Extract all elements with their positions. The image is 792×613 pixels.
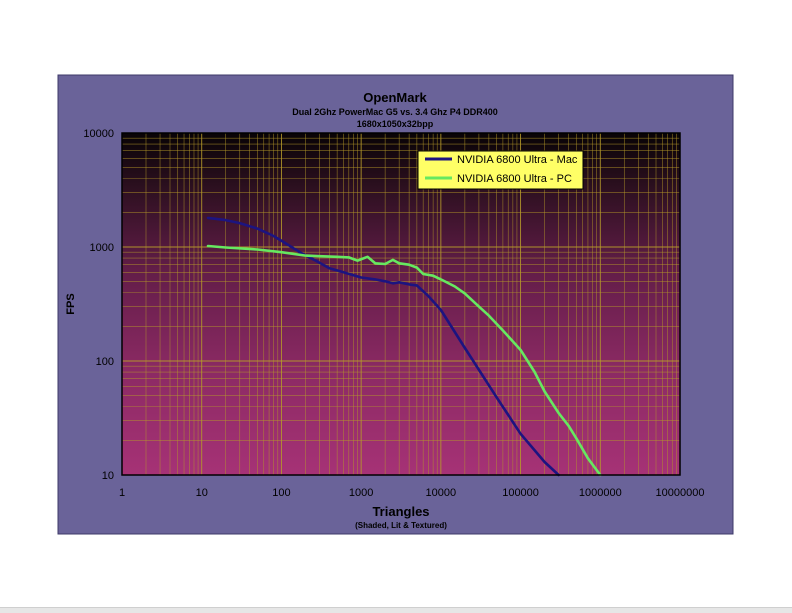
x-axis-ticks: 1 10 100 1000 10000 100000 1000000 10000000 bbox=[119, 487, 705, 499]
chart-title: OpenMark bbox=[363, 90, 427, 105]
x-tick-label: 1000000 bbox=[579, 487, 622, 499]
x-axis-sublabel: (Shaded, Lit & Textured) bbox=[355, 521, 447, 530]
series-line-mac bbox=[206, 216, 560, 477]
y-axis-label: FPS bbox=[65, 293, 77, 314]
legend: NVIDIA 6800 Ultra - Mac NVIDIA 6800 Ultr… bbox=[417, 150, 584, 190]
plot-area bbox=[122, 133, 680, 475]
x-tick-label: 1000 bbox=[349, 487, 373, 499]
x-tick-label: 10 bbox=[196, 487, 208, 499]
x-tick-label: 1 bbox=[119, 487, 125, 499]
chart-subtitle: Dual 2Ghz PowerMac G5 vs. 3.4 Ghz P4 DDR… bbox=[292, 107, 498, 117]
x-axis-label: Triangles bbox=[372, 504, 429, 519]
x-tick-label: 10000000 bbox=[656, 487, 705, 499]
legend-box bbox=[417, 150, 584, 190]
x-tick-label: 100000 bbox=[502, 487, 539, 499]
y-tick-label: 10000 bbox=[83, 128, 114, 140]
plot-frame bbox=[121, 132, 681, 476]
series-layer bbox=[206, 216, 602, 477]
legend-label-mac: NVIDIA 6800 Ultra - Mac bbox=[457, 154, 578, 166]
legend-label-pc: NVIDIA 6800 Ultra - PC bbox=[457, 173, 572, 185]
x-tick-label: 100 bbox=[272, 487, 290, 499]
y-tick-label: 1000 bbox=[90, 242, 114, 254]
y-tick-label: 10 bbox=[102, 470, 114, 482]
chart-subtitle-resolution: 1680x1050x32bpp bbox=[357, 119, 434, 129]
page-bottom-edge bbox=[0, 607, 792, 613]
series-line-pc bbox=[206, 244, 602, 477]
y-tick-label: 100 bbox=[96, 356, 114, 368]
x-tick-label: 10000 bbox=[426, 487, 457, 499]
y-axis-ticks: 10 100 1000 10000 bbox=[83, 128, 114, 482]
